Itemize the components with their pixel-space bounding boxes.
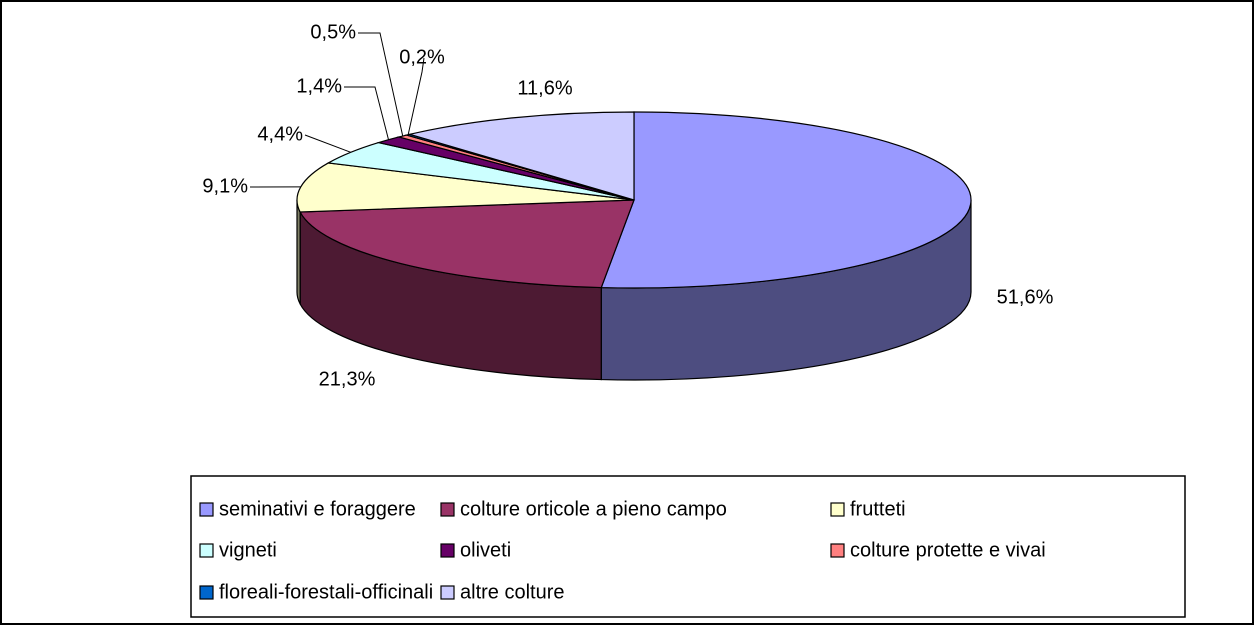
legend-label: vigneti	[219, 539, 277, 561]
pie	[296, 111, 972, 381]
legend-swatch	[830, 502, 845, 517]
legend-swatch	[440, 502, 455, 517]
legend-label: frutteti	[850, 498, 906, 520]
leader-line	[344, 86, 390, 140]
slice	[296, 162, 635, 213]
data-label: 0,5%	[310, 21, 356, 43]
data-label: 9,1%	[202, 175, 248, 197]
legend-swatch	[199, 585, 214, 600]
legend-swatch	[440, 585, 455, 600]
leader-line	[304, 134, 351, 153]
data-label: 0,2%	[399, 46, 445, 68]
data-label: 11,6%	[517, 77, 572, 99]
legend-label: oliveti	[460, 539, 511, 561]
data-label: 51,6%	[997, 286, 1054, 308]
legend-swatch	[830, 543, 845, 558]
slice	[407, 111, 635, 201]
leader-line	[407, 57, 425, 135]
data-label: 1,4%	[296, 75, 342, 97]
legend-box	[190, 475, 1186, 618]
slice-side	[296, 199, 301, 305]
data-label: 21,3%	[319, 368, 376, 390]
legend-label: floreali-forestali-officinali	[219, 581, 433, 603]
legend-label: colture protette e vivai	[850, 539, 1046, 561]
legend-label: altre colture	[460, 581, 565, 603]
legend-label: colture orticole a pieno campo	[460, 498, 727, 520]
legend-swatch	[440, 543, 455, 558]
slice	[299, 199, 635, 289]
legend-swatch	[199, 543, 214, 558]
legend-label: seminativi e foraggere	[219, 498, 416, 520]
leader-line	[358, 32, 404, 137]
slice	[600, 111, 972, 289]
legend-swatch	[199, 502, 214, 517]
data-label: 4,4%	[257, 123, 303, 145]
